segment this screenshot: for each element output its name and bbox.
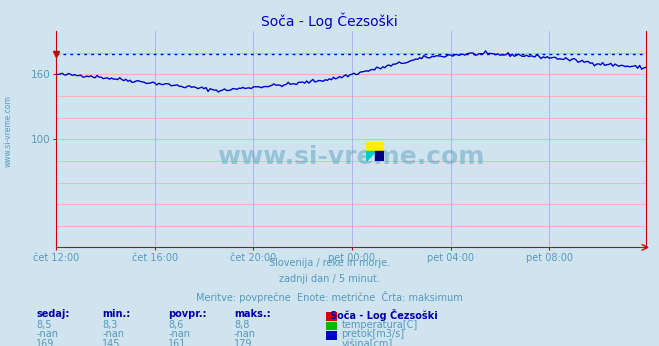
Polygon shape (366, 142, 384, 152)
Text: min.:: min.: (102, 309, 130, 319)
Text: 145: 145 (102, 339, 121, 346)
Text: 161: 161 (168, 339, 186, 346)
Text: -nan: -nan (102, 329, 124, 339)
Text: 8,6: 8,6 (168, 320, 183, 330)
Text: Slovenija / reke in morje.: Slovenija / reke in morje. (269, 258, 390, 268)
Text: Meritve: povprečne  Enote: metrične  Črta: maksimum: Meritve: povprečne Enote: metrične Črta:… (196, 291, 463, 303)
Text: Soča - Log Čezsoški: Soča - Log Čezsoški (261, 12, 398, 29)
Text: 8,3: 8,3 (102, 320, 117, 330)
Polygon shape (375, 152, 384, 161)
Text: zadnji dan / 5 minut.: zadnji dan / 5 minut. (279, 274, 380, 284)
Text: www.si-vreme.com: www.si-vreme.com (3, 95, 13, 167)
Text: 8,5: 8,5 (36, 320, 52, 330)
Text: -nan: -nan (36, 329, 58, 339)
Text: 169: 169 (36, 339, 55, 346)
Text: višina[cm]: višina[cm] (341, 339, 393, 346)
Text: -nan: -nan (168, 329, 190, 339)
Text: sedaj:: sedaj: (36, 309, 70, 319)
Text: www.si-vreme.com: www.si-vreme.com (217, 145, 484, 169)
Text: pretok[m3/s]: pretok[m3/s] (341, 329, 405, 339)
Text: temperatura[C]: temperatura[C] (341, 320, 418, 330)
Polygon shape (366, 152, 375, 161)
Text: 179: 179 (234, 339, 252, 346)
Text: -nan: -nan (234, 329, 256, 339)
Text: 8,8: 8,8 (234, 320, 249, 330)
Text: Soča - Log Čezsoški: Soča - Log Čezsoški (330, 309, 438, 321)
Text: povpr.:: povpr.: (168, 309, 206, 319)
Text: maks.:: maks.: (234, 309, 271, 319)
